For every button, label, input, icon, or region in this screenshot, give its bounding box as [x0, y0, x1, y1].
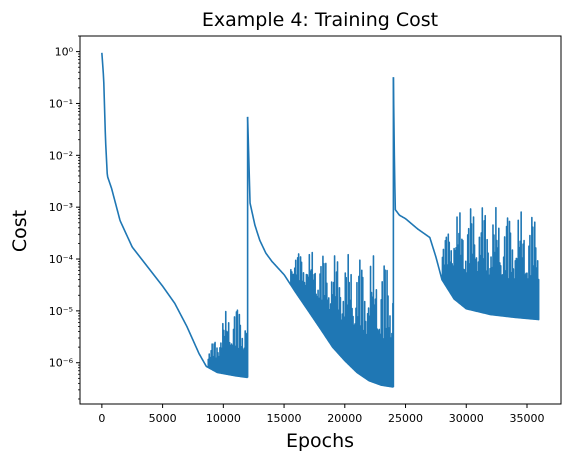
plot-frame: [79, 35, 562, 405]
x-tick-label: 30000: [449, 412, 484, 425]
y-tick-label: 10⁻⁶: [49, 357, 74, 370]
chart-title: Example 4: Training Cost: [202, 9, 438, 31]
y-axis-ticks: 10⁻⁶ 10⁻⁵ 10⁻⁴ 10⁻³ 10⁻² 10⁻¹ 10⁰: [49, 35, 80, 400]
plot-area: [101, 52, 540, 388]
y-tick-label: 10⁰: [55, 46, 74, 59]
cost-line-segment-1: [101, 52, 248, 379]
y-tick-label: 10⁻⁵: [49, 305, 73, 318]
y-axis-label: Cost: [9, 210, 31, 252]
x-tick-label: 10000: [206, 412, 241, 425]
y-tick-label: 10⁻⁴: [49, 253, 74, 266]
cost-line-segment-3: [392, 77, 540, 321]
x-tick-label: 0: [98, 412, 105, 425]
y-tick-label: 10⁻¹: [49, 97, 73, 110]
x-tick-label: 15000: [267, 412, 302, 425]
x-tick-label: 5000: [149, 412, 177, 425]
x-axis-label: Epochs: [286, 430, 354, 452]
cost-line-segment-2: [246, 116, 394, 388]
y-tick-label: 10⁻³: [49, 201, 73, 214]
x-tick-label: 25000: [388, 412, 423, 425]
x-tick-label: 35000: [509, 412, 544, 425]
x-tick-label: 20000: [327, 412, 362, 425]
x-axis-ticks: 0 5000 10000 15000 20000 25000 30000 35000: [98, 404, 544, 425]
y-tick-label: 10⁻²: [49, 149, 73, 162]
